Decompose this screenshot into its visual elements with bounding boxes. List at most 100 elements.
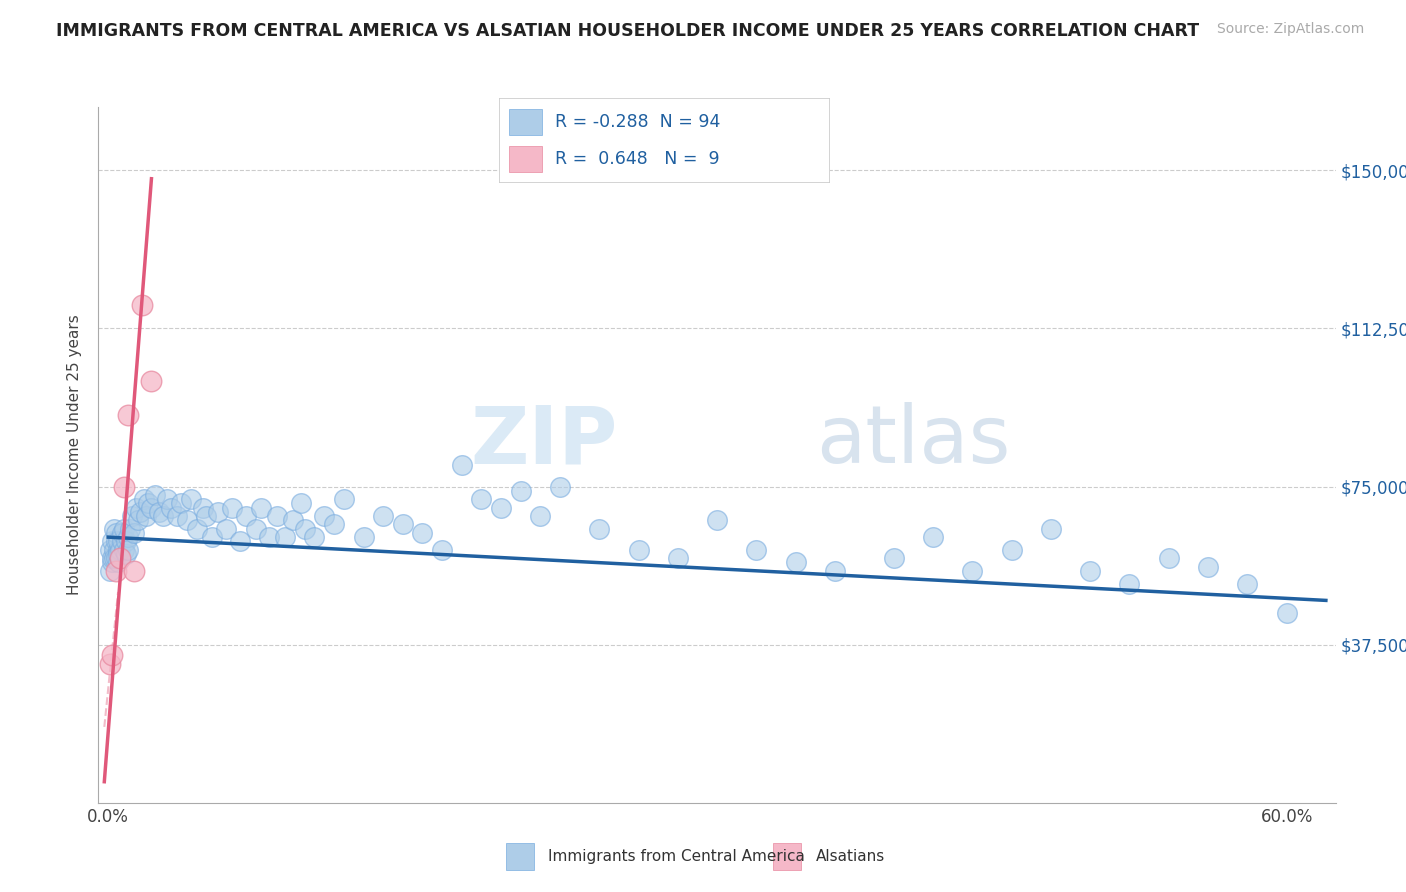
Point	[294, 522, 316, 536]
Point	[101, 648, 124, 663]
Text: Immigrants from Central America: Immigrants from Central America	[548, 849, 806, 863]
Point	[117, 408, 139, 422]
Point	[111, 525, 134, 540]
Point	[1001, 542, 1024, 557]
Point	[136, 496, 159, 510]
Point	[98, 657, 121, 671]
Point	[101, 556, 124, 570]
Point	[107, 534, 129, 549]
Point	[627, 542, 650, 557]
Bar	[509, 146, 543, 172]
Point	[115, 547, 138, 561]
Point	[101, 551, 124, 566]
Point	[112, 542, 135, 557]
Point	[922, 530, 945, 544]
Point	[103, 551, 125, 566]
Point	[392, 517, 415, 532]
Point	[186, 522, 208, 536]
Point	[105, 551, 128, 566]
Point	[745, 542, 768, 557]
Point	[180, 492, 202, 507]
Point	[195, 509, 218, 524]
Text: atlas: atlas	[815, 402, 1011, 480]
Point	[141, 374, 163, 388]
Text: Source: ZipAtlas.com: Source: ZipAtlas.com	[1216, 22, 1364, 37]
Text: R =  0.648   N =  9: R = 0.648 N = 9	[555, 150, 720, 168]
Point	[824, 564, 846, 578]
Point	[121, 509, 143, 524]
Point	[411, 525, 433, 540]
Point	[229, 534, 252, 549]
Point	[156, 492, 179, 507]
Point	[706, 513, 728, 527]
Point	[135, 509, 157, 524]
Point	[122, 564, 145, 578]
Point	[115, 534, 138, 549]
Point	[107, 556, 129, 570]
Point	[281, 513, 304, 527]
Point	[274, 530, 297, 544]
Point	[160, 500, 183, 515]
Point	[166, 509, 188, 524]
Point	[170, 496, 193, 510]
Point	[117, 542, 139, 557]
Point	[98, 564, 121, 578]
Point	[1197, 559, 1219, 574]
Point	[108, 551, 131, 566]
Point	[98, 542, 121, 557]
Point	[1236, 576, 1258, 591]
Point	[304, 530, 326, 544]
Point	[245, 522, 267, 536]
Text: Alsatians: Alsatians	[815, 849, 884, 863]
Point	[101, 534, 124, 549]
Point	[509, 483, 531, 498]
Point	[785, 556, 807, 570]
Point	[207, 505, 229, 519]
Point	[1157, 551, 1180, 566]
Point	[450, 458, 472, 473]
Point	[333, 492, 356, 507]
Point	[221, 500, 243, 515]
Point	[112, 522, 135, 536]
Bar	[506, 843, 534, 870]
Point	[250, 500, 273, 515]
Point	[1039, 522, 1062, 536]
Point	[125, 500, 148, 515]
Point	[1275, 606, 1298, 620]
Point	[353, 530, 375, 544]
Text: ZIP: ZIP	[471, 402, 619, 480]
Point	[489, 500, 512, 515]
Point	[111, 534, 134, 549]
Point	[176, 513, 198, 527]
Point	[108, 542, 131, 557]
Point	[470, 492, 492, 507]
Point	[430, 542, 453, 557]
Point	[666, 551, 689, 566]
Point	[103, 522, 125, 536]
Point	[266, 509, 288, 524]
Point	[548, 479, 571, 493]
FancyBboxPatch shape	[499, 98, 830, 183]
Point	[105, 534, 128, 549]
Point	[235, 509, 257, 524]
Point	[105, 564, 128, 578]
Y-axis label: Householder Income Under 25 years: Householder Income Under 25 years	[67, 315, 83, 595]
Bar	[773, 843, 801, 870]
Bar	[509, 109, 543, 135]
Point	[152, 509, 174, 524]
Point	[107, 547, 129, 561]
Point	[108, 551, 131, 566]
Point	[191, 500, 214, 515]
Point	[105, 525, 128, 540]
Point	[201, 530, 224, 544]
Point	[290, 496, 312, 510]
Point	[323, 517, 346, 532]
Point	[529, 509, 551, 524]
Point	[373, 509, 395, 524]
Point	[118, 522, 141, 536]
Point	[128, 505, 150, 519]
Point	[141, 500, 163, 515]
Point	[1118, 576, 1140, 591]
Point	[107, 542, 129, 557]
Point	[117, 530, 139, 544]
